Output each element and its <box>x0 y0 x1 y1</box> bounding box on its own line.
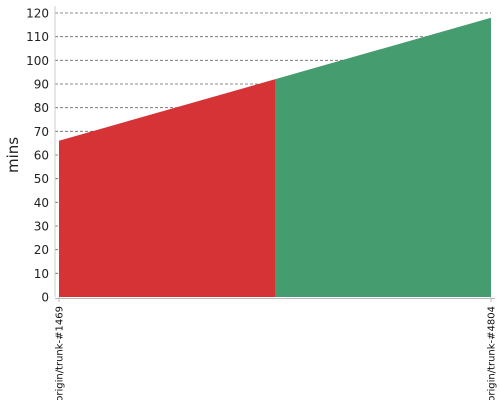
area-series <box>59 17 491 298</box>
x-tick-labels: origin/trunk-#1469 origin/trunk-#4804 <box>55 297 498 400</box>
area-segment-1 <box>59 79 275 298</box>
y-tick-label-40: 40 <box>34 196 49 210</box>
y-tick-label-100: 100 <box>26 54 49 68</box>
axes <box>54 6 495 299</box>
y-tick-label-50: 50 <box>34 172 49 186</box>
y-tick-label-10: 10 <box>34 267 49 281</box>
y-tick-label-20: 20 <box>34 243 49 257</box>
y-tick-label-90: 90 <box>34 78 49 92</box>
x-tick-label-1: origin/trunk-#1469 <box>55 306 66 400</box>
x-tick-label-2: origin/trunk-#4804 <box>487 306 498 400</box>
y-tick-label-70: 70 <box>34 125 49 139</box>
y-axis-title: mins <box>4 137 22 173</box>
y-tick-label-80: 80 <box>34 101 49 115</box>
y-tick-label-110: 110 <box>26 30 49 44</box>
y-tick-label-60: 60 <box>34 149 49 163</box>
y-tick-label-120: 120 <box>26 7 49 21</box>
area-segment-2 <box>275 17 491 297</box>
y-tick-labels: 0 10 20 30 40 50 60 70 80 90 100 110 120 <box>26 7 49 305</box>
y-tick-label-0: 0 <box>41 291 49 305</box>
y-tick-label-30: 30 <box>34 220 49 234</box>
